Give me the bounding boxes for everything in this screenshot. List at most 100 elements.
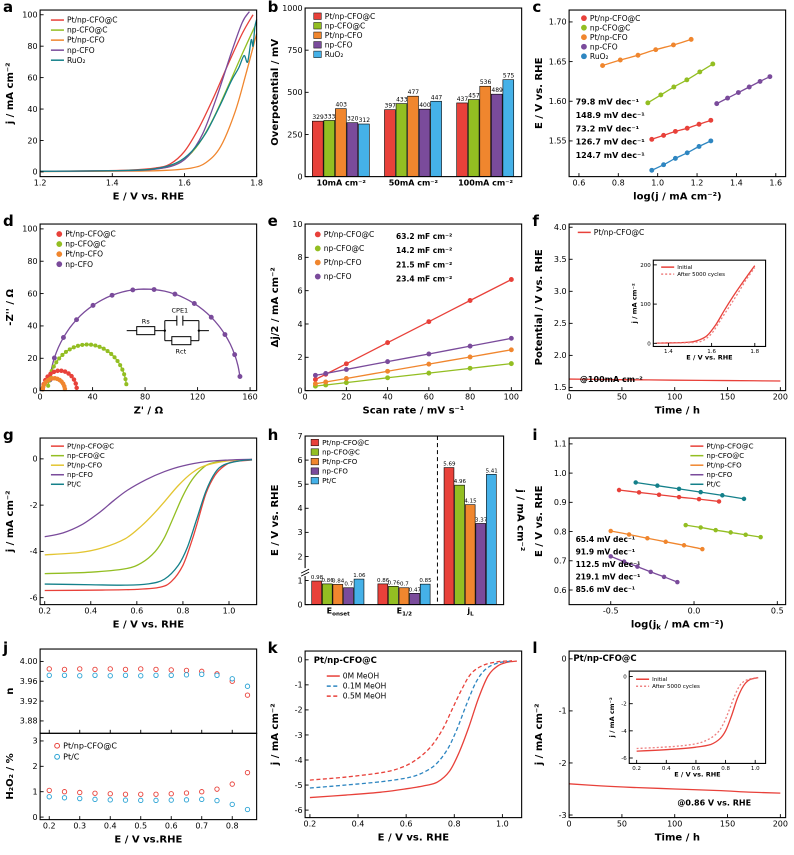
legend-label: Pt/C: [63, 753, 80, 762]
y-tick-label: 80: [27, 257, 37, 266]
marker-np-CFO: [51, 355, 57, 361]
x-tick-label: 0.8: [722, 766, 731, 772]
marker-np-CFO: [322, 370, 328, 376]
x-tick-label: 0.6: [573, 179, 586, 188]
x-tick-label: 0.3: [73, 822, 86, 831]
bar-np-CFO@C: [321, 583, 333, 605]
legend-label: np-CFO: [707, 470, 733, 479]
x-axis-label: E / V vs.RHE: [114, 835, 182, 846]
axes-frame: [653, 259, 767, 347]
x-axis-label: Time / h: [655, 405, 700, 416]
series-Pt/C: [44, 458, 253, 586]
marker-np-CFO@C: [88, 342, 94, 347]
annotation: 91.9 mV dec⁻¹: [576, 547, 636, 556]
annotation: 63.2 mF cm⁻²: [396, 232, 452, 241]
bar-value: 397: [384, 103, 396, 110]
x-tick-label: 20: [341, 392, 351, 401]
legend-label: np-CFO@C: [65, 239, 105, 248]
marker-Pt/np-CFO@C: [59, 368, 64, 373]
y-axis-label-right: j / mA cm⁻²: [514, 488, 525, 551]
marker-Pt/np-CFO: [671, 42, 677, 48]
marker-Pt/np-CFO@C: [74, 385, 79, 390]
y-tick-label: -2: [30, 500, 38, 509]
series-Pt/np-CFO@C: [619, 488, 720, 502]
y-tick-label: 1.1: [554, 439, 567, 448]
x-tick-label: 0.8: [226, 822, 239, 831]
marker-Pt/C: [633, 479, 639, 485]
y-tick-label: 2: [297, 353, 302, 362]
y-tick-label: 40: [27, 105, 37, 114]
svg-text:Rs: Rs: [142, 317, 151, 325]
marker-Pt/np-CFO@C: [685, 125, 690, 131]
bar-category: 10mA cm⁻²: [316, 179, 366, 188]
annotation: 126.7 mV dec⁻¹: [576, 138, 646, 147]
marker-np-CFO: [648, 569, 654, 574]
marker-Pt/C: [183, 797, 190, 803]
legend-label: Pt/C: [322, 476, 336, 485]
marker-np-CFO: [343, 366, 349, 372]
x-tick-label: 1.6: [708, 349, 717, 355]
marker-Pt/C: [720, 492, 725, 498]
series-layer: [600, 36, 773, 173]
x-axis-label: Z' / Ω: [134, 405, 164, 416]
marker-Pt/np-CFO: [700, 546, 705, 551]
x-tick-label: 1.6: [770, 179, 783, 188]
axes-frame: [568, 650, 787, 819]
bar-RuO₂: [502, 79, 514, 177]
marker-Pt/np-CFO@C: [138, 666, 144, 672]
y-tick-label: 3.92: [20, 697, 38, 706]
x-tick-label: 60: [423, 392, 433, 401]
panel-j-letter: j: [3, 639, 9, 658]
series-0.1M MeOH: [309, 660, 512, 789]
x-axis-label: E / V vs. RHE: [687, 353, 733, 361]
bar-Pt/np-CFO@C: [311, 580, 322, 605]
legend-marker: [581, 53, 588, 60]
marker-RuO₂: [685, 150, 690, 156]
marker-Pt/np-CFO@C: [55, 368, 60, 373]
y-tick-label: 4.0: [554, 223, 567, 232]
marker-Pt/np-CFO@C: [46, 788, 52, 794]
legend-marker: [581, 15, 588, 22]
legend-label: Pt/np-CFO@C: [324, 12, 374, 21]
marker-Pt/np-CFO: [645, 535, 650, 541]
marker-RuO₂: [708, 138, 714, 144]
y-tick-label: -4: [294, 756, 302, 765]
y-tick-label: 0: [648, 341, 652, 347]
marker-np-CFO: [172, 291, 178, 297]
legend-label: np-CFO: [324, 40, 352, 49]
panel-d-letter: d: [3, 211, 14, 230]
legend-label: np-CFO: [67, 46, 95, 55]
bar-Pt/C: [419, 583, 431, 605]
legend-marker: [54, 743, 61, 749]
y-tick-label: 3: [32, 737, 37, 746]
annotation: 112.5 mV dec⁻¹: [576, 560, 641, 569]
legend-marker: [56, 240, 63, 247]
y-tick-label: 0: [297, 656, 302, 665]
legend-label: Pt/np-CFO@C: [707, 441, 754, 450]
bar-np-CFO@C: [387, 585, 399, 605]
legend: Pt/np-CFO@C Pt/C: [54, 742, 117, 762]
bar-value: 0.76: [387, 580, 400, 586]
marker-np-CFO@C: [80, 342, 85, 347]
x-tick-label: 0.5: [771, 606, 784, 615]
series-layer: [40, 11, 258, 173]
marker-np-CFO@C: [758, 534, 764, 539]
legend-label: Pt/np-CFO: [324, 31, 362, 40]
panel-j-chart: 3.88 3.92 3.96 4.00 n 0.2 0.3 0.4 0.5 0.6 0.7 0.8 0 1…: [5, 648, 258, 846]
inset-background: [605, 663, 770, 786]
bar-np-CFO@C: [453, 484, 465, 605]
x-tick-label: 1.6: [178, 179, 191, 188]
marker-Pt/np-CFO: [635, 52, 641, 58]
marker-Pt/np-CFO@C: [48, 371, 53, 376]
x-axis-label: E / V vs. RHE: [377, 833, 449, 844]
marker-Pt/C: [61, 795, 68, 801]
marker-Pt/np-CFO@C: [677, 494, 682, 499]
marker-np-CFO@C: [426, 370, 431, 376]
y-tick-label: 1.65: [549, 57, 567, 66]
series-layer: [44, 458, 253, 591]
legend-marker: [314, 231, 321, 238]
marker-Pt/np-CFO@C: [138, 791, 144, 798]
marker-np-CFO: [222, 331, 228, 337]
marker-Pt/np-CFO@C: [62, 369, 68, 374]
